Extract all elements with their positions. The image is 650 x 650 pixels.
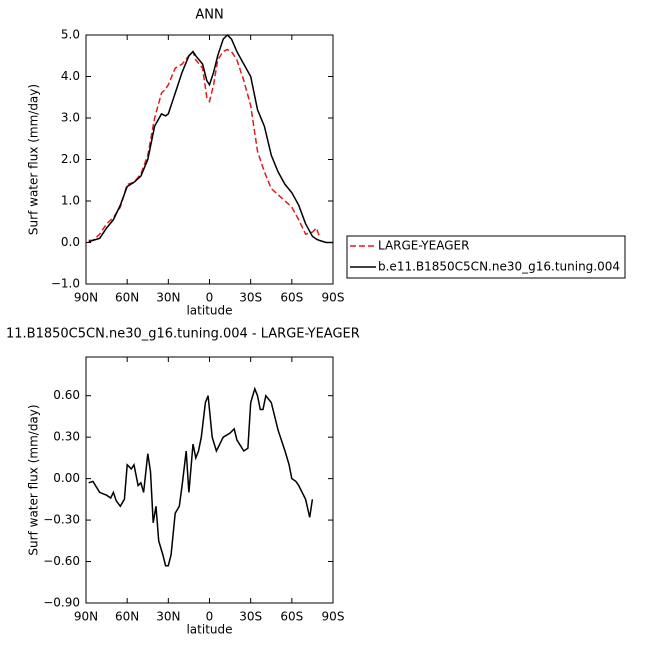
y-tick-label: −1.0: [51, 277, 80, 291]
y-tick-label: 0.60: [53, 388, 80, 402]
x-tick-label: 90S: [322, 291, 345, 305]
x-axis-label: latitude: [186, 304, 232, 318]
y-tick-label: 5.0: [61, 28, 80, 42]
x-tick-label: 30S: [239, 291, 262, 305]
x-tick-label: 90N: [74, 610, 98, 624]
y-tick-label: 0.0: [61, 235, 80, 249]
x-tick-label: 30N: [156, 291, 180, 305]
x-tick-label: 60N: [115, 291, 139, 305]
legend-box: [346, 235, 626, 279]
data-line: [88, 33, 333, 244]
legend-label: LARGE-YEAGER: [378, 239, 469, 253]
data-line: [88, 386, 314, 567]
legend-label: b.e11.B1850C5CN.ne30_g16.tuning.004: [378, 260, 620, 274]
plot-frame: [85, 34, 334, 285]
y-tick-label: 4.0: [61, 69, 80, 83]
x-tick-label: 0: [206, 610, 214, 624]
y-tick-label: 1.0: [61, 194, 80, 208]
y-tick-label: 0.30: [53, 430, 80, 444]
y-axis-label: Surf water flux (mm/day): [27, 84, 41, 235]
y-tick-label: 0.00: [53, 471, 80, 485]
chart-title: 11.B1850C5CN.ne30_g16.tuning.004 - LARGE…: [6, 327, 360, 342]
x-axis-label: latitude: [186, 623, 232, 637]
y-tick-label: −0.30: [43, 513, 80, 527]
y-tick-label: −0.60: [43, 554, 80, 568]
x-tick-label: 90N: [74, 291, 98, 305]
x-tick-label: 60S: [280, 610, 303, 624]
y-tick-label: −0.90: [43, 596, 80, 610]
x-tick-label: 30S: [239, 610, 262, 624]
y-axis-label: Surf water flux (mm/day): [27, 404, 41, 555]
y-tick-label: 3.0: [61, 111, 80, 125]
x-tick-label: 60S: [280, 291, 303, 305]
x-tick-label: 0: [206, 291, 214, 305]
x-tick-label: 60N: [115, 610, 139, 624]
x-tick-label: 90S: [322, 610, 345, 624]
y-tick-label: 2.0: [61, 152, 80, 166]
plot-frame: [85, 356, 334, 604]
x-tick-label: 30N: [156, 610, 180, 624]
data-line: [88, 48, 321, 242]
chart-title: ANN: [195, 8, 223, 23]
